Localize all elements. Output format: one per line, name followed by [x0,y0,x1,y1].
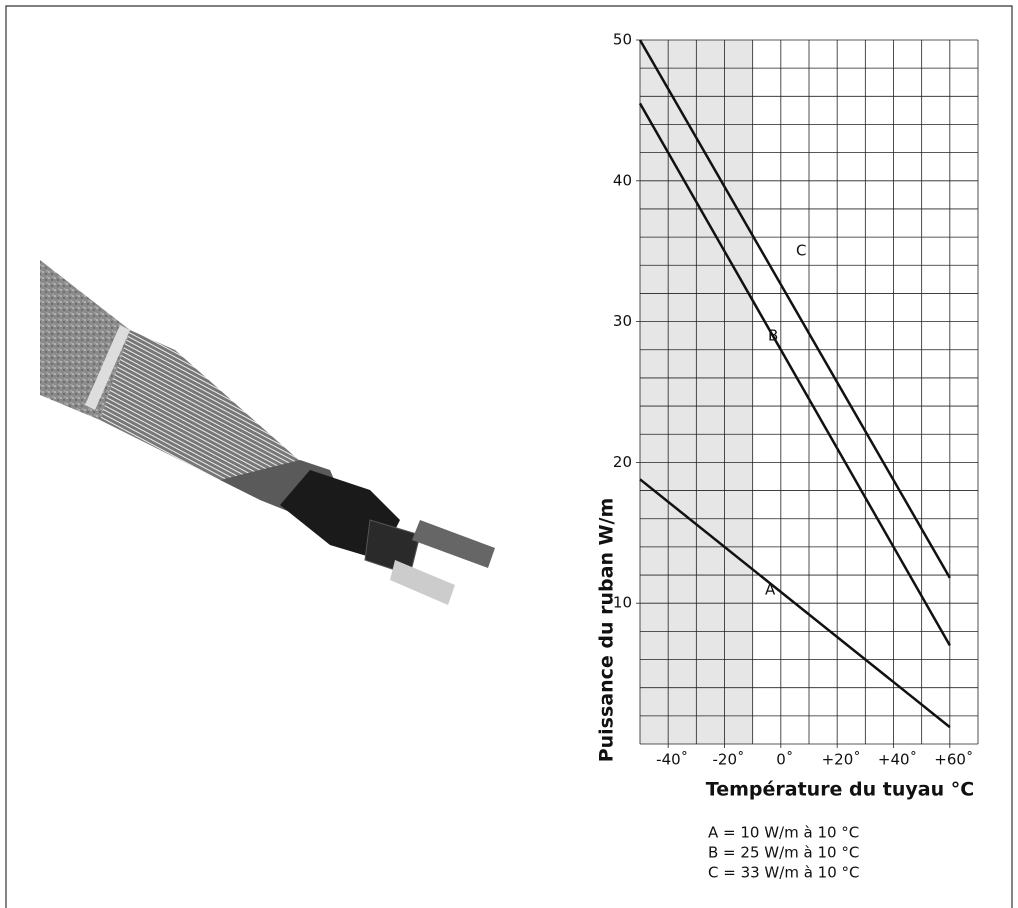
x-axis-title: Température du tuyau °C [706,779,974,801]
legend-note: B = 25 W/m à 10 °C [708,844,859,862]
frame [5,5,1013,908]
series-line [639,478,951,729]
y-tick-label: 50 [613,31,632,49]
y-tick-label: 30 [613,312,632,330]
cable-illustration [40,260,495,605]
x-tick-label: +40˚ [878,751,917,769]
series-label: A [765,581,776,599]
y-axis-title: Puissance du ruban W/m [596,498,618,763]
y-tick-label: 40 [613,171,632,189]
plot: 10 20 30 40 50 -40˚ -20˚ 0˚ +20˚ +40˚ +60˚ A B C [613,31,979,769]
x-tick-label: +60˚ [934,751,973,769]
series-line [638,102,951,647]
x-tick-label: 0˚ [776,751,793,769]
x-tick-label: +20˚ [822,751,861,769]
series-label: B [768,327,778,345]
series-label: C [796,242,806,260]
series-line [638,39,951,579]
x-tick-label: -20˚ [713,751,745,769]
y-tick-label: 10 [613,594,632,612]
legend-note: A = 10 W/m à 10 °C [708,824,859,842]
x-tick-label: -40˚ [656,751,688,769]
y-tick-label: 20 [613,453,632,471]
legend-note: C = 33 W/m à 10 °C [708,864,860,882]
